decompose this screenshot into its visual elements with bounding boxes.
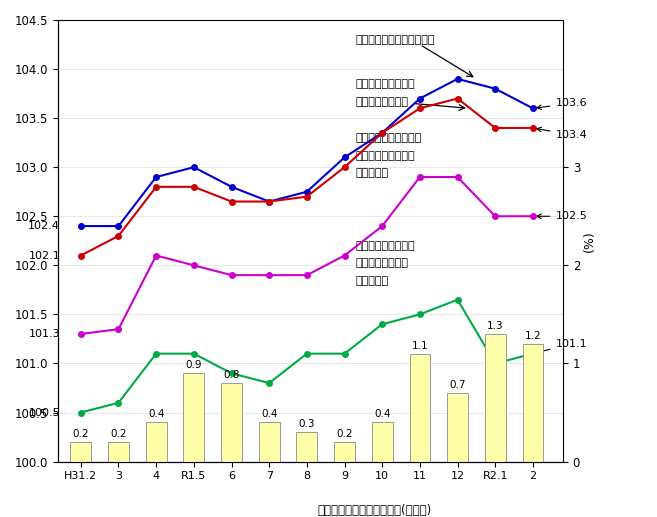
Text: 0.9: 0.9	[185, 360, 202, 370]
Text: 0.4: 0.4	[148, 409, 164, 419]
Text: 1.3: 1.3	[487, 321, 503, 331]
Text: 102.4: 102.4	[28, 221, 60, 231]
Text: 【青】総合指数（左目盛）: 【青】総合指数（左目盛）	[356, 35, 436, 44]
Text: 総合指数対前年同月上昇率(右目盛): 総合指数対前年同月上昇率(右目盛)	[317, 505, 432, 517]
Text: 1.2: 1.2	[524, 331, 541, 341]
Bar	[221, 383, 242, 462]
Text: 0.3: 0.3	[298, 419, 315, 429]
Text: 1.1: 1.1	[411, 341, 428, 351]
Text: 0.4: 0.4	[261, 409, 277, 419]
Text: 100.5: 100.5	[28, 407, 60, 418]
Text: 0.2: 0.2	[336, 429, 353, 439]
Text: 0.4: 0.4	[374, 409, 390, 419]
Bar	[372, 422, 392, 462]
Bar	[146, 422, 166, 462]
Text: く総合（左目盛）: く総合（左目盛）	[356, 97, 409, 107]
Text: 【赤】生鮮食品を除: 【赤】生鮮食品を除	[356, 79, 415, 89]
Text: 103.4: 103.4	[537, 127, 587, 140]
Bar	[183, 373, 204, 462]
Bar	[334, 442, 355, 462]
Bar	[108, 442, 129, 462]
Text: 0.8: 0.8	[223, 370, 240, 380]
Text: 102.1: 102.1	[28, 251, 60, 261]
Bar	[296, 432, 317, 462]
Text: （左目盛）: （左目盛）	[356, 168, 389, 178]
Text: 0.2: 0.2	[72, 429, 89, 439]
Text: 101.3: 101.3	[28, 329, 60, 339]
Text: 101.1: 101.1	[537, 339, 587, 354]
Text: 【緑】食料及びエネ: 【緑】食料及びエネ	[356, 241, 415, 251]
Bar	[259, 422, 279, 462]
Bar	[70, 442, 91, 462]
Text: ルギーを除く総合: ルギーを除く総合	[356, 258, 409, 268]
Text: 0.2: 0.2	[110, 429, 127, 439]
Text: 【紫】生鮮食品及びエ: 【紫】生鮮食品及びエ	[356, 133, 422, 143]
Text: 0.7: 0.7	[449, 380, 466, 390]
Text: ネルギーを除く総合: ネルギーを除く総合	[356, 150, 415, 160]
Text: （左目盛）: （左目盛）	[356, 276, 389, 286]
Bar	[409, 354, 430, 462]
Bar	[485, 334, 506, 462]
Text: 103.6: 103.6	[537, 98, 587, 110]
Bar	[447, 393, 468, 462]
Y-axis label: (%): (%)	[583, 230, 596, 252]
Text: 102.5: 102.5	[537, 211, 587, 221]
Bar	[522, 344, 543, 462]
